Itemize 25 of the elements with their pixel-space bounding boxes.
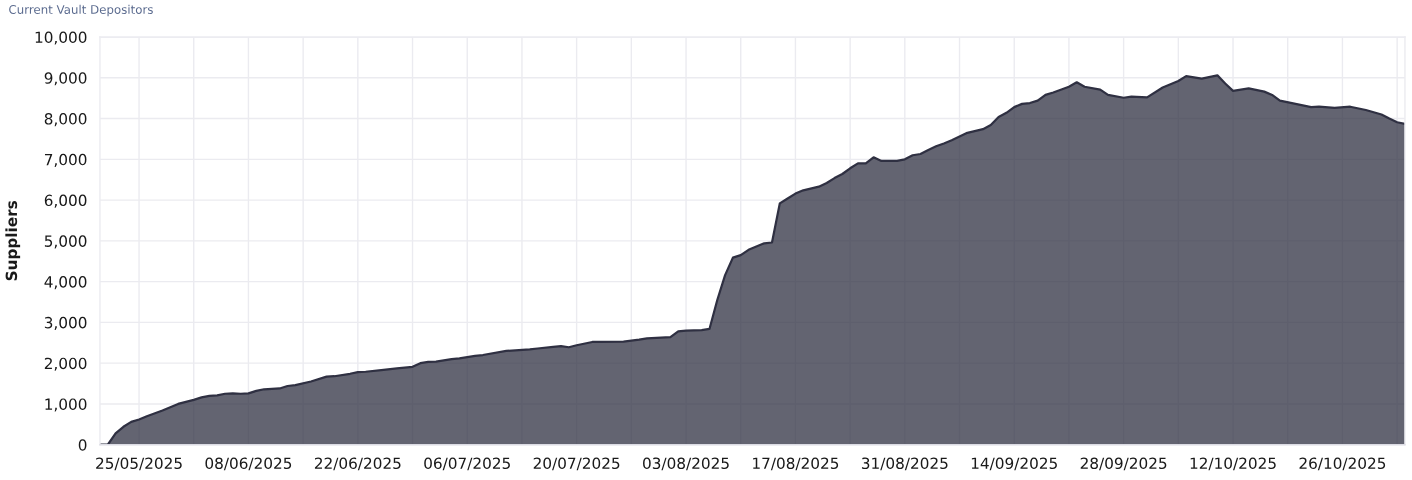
x-tick-label: 22/06/2025 xyxy=(314,457,401,471)
y-tick-label: 4,000 xyxy=(44,276,87,290)
x-tick-label: 06/07/2025 xyxy=(424,457,510,471)
y-tick-label: 5,000 xyxy=(44,235,87,249)
y-tick-label: 6,000 xyxy=(44,194,87,208)
x-tick-label: 31/08/2025 xyxy=(861,457,948,471)
x-tick-label: 25/05/2025 xyxy=(96,457,182,471)
x-tick-label: 03/08/2025 xyxy=(643,457,729,471)
x-tick-label: 20/07/2025 xyxy=(533,457,620,471)
x-tick-label: 14/09/2025 xyxy=(971,457,1057,471)
y-tick-label: 10,000 xyxy=(35,31,87,45)
y-tick-label: 8,000 xyxy=(44,113,87,127)
y-tick-label: 2,000 xyxy=(44,357,87,371)
y-axis-title: Suppliers xyxy=(5,200,21,281)
x-tick-label: 28/09/2025 xyxy=(1080,457,1167,471)
x-tick-label: 12/10/2025 xyxy=(1190,457,1276,471)
y-tick-label: 0 xyxy=(78,439,87,451)
y-tick-label: 3,000 xyxy=(44,316,87,330)
x-tick-label: 08/06/2025 xyxy=(205,457,292,471)
y-tick-label: 9,000 xyxy=(44,72,87,86)
x-tick-label: 26/10/2025 xyxy=(1299,457,1386,471)
chart-title: Current Vault Depositors xyxy=(9,4,153,17)
y-tick-label: 7,000 xyxy=(44,153,87,167)
x-tick-label: 17/08/2025 xyxy=(753,457,839,471)
y-tick-label: 1,000 xyxy=(45,398,87,412)
